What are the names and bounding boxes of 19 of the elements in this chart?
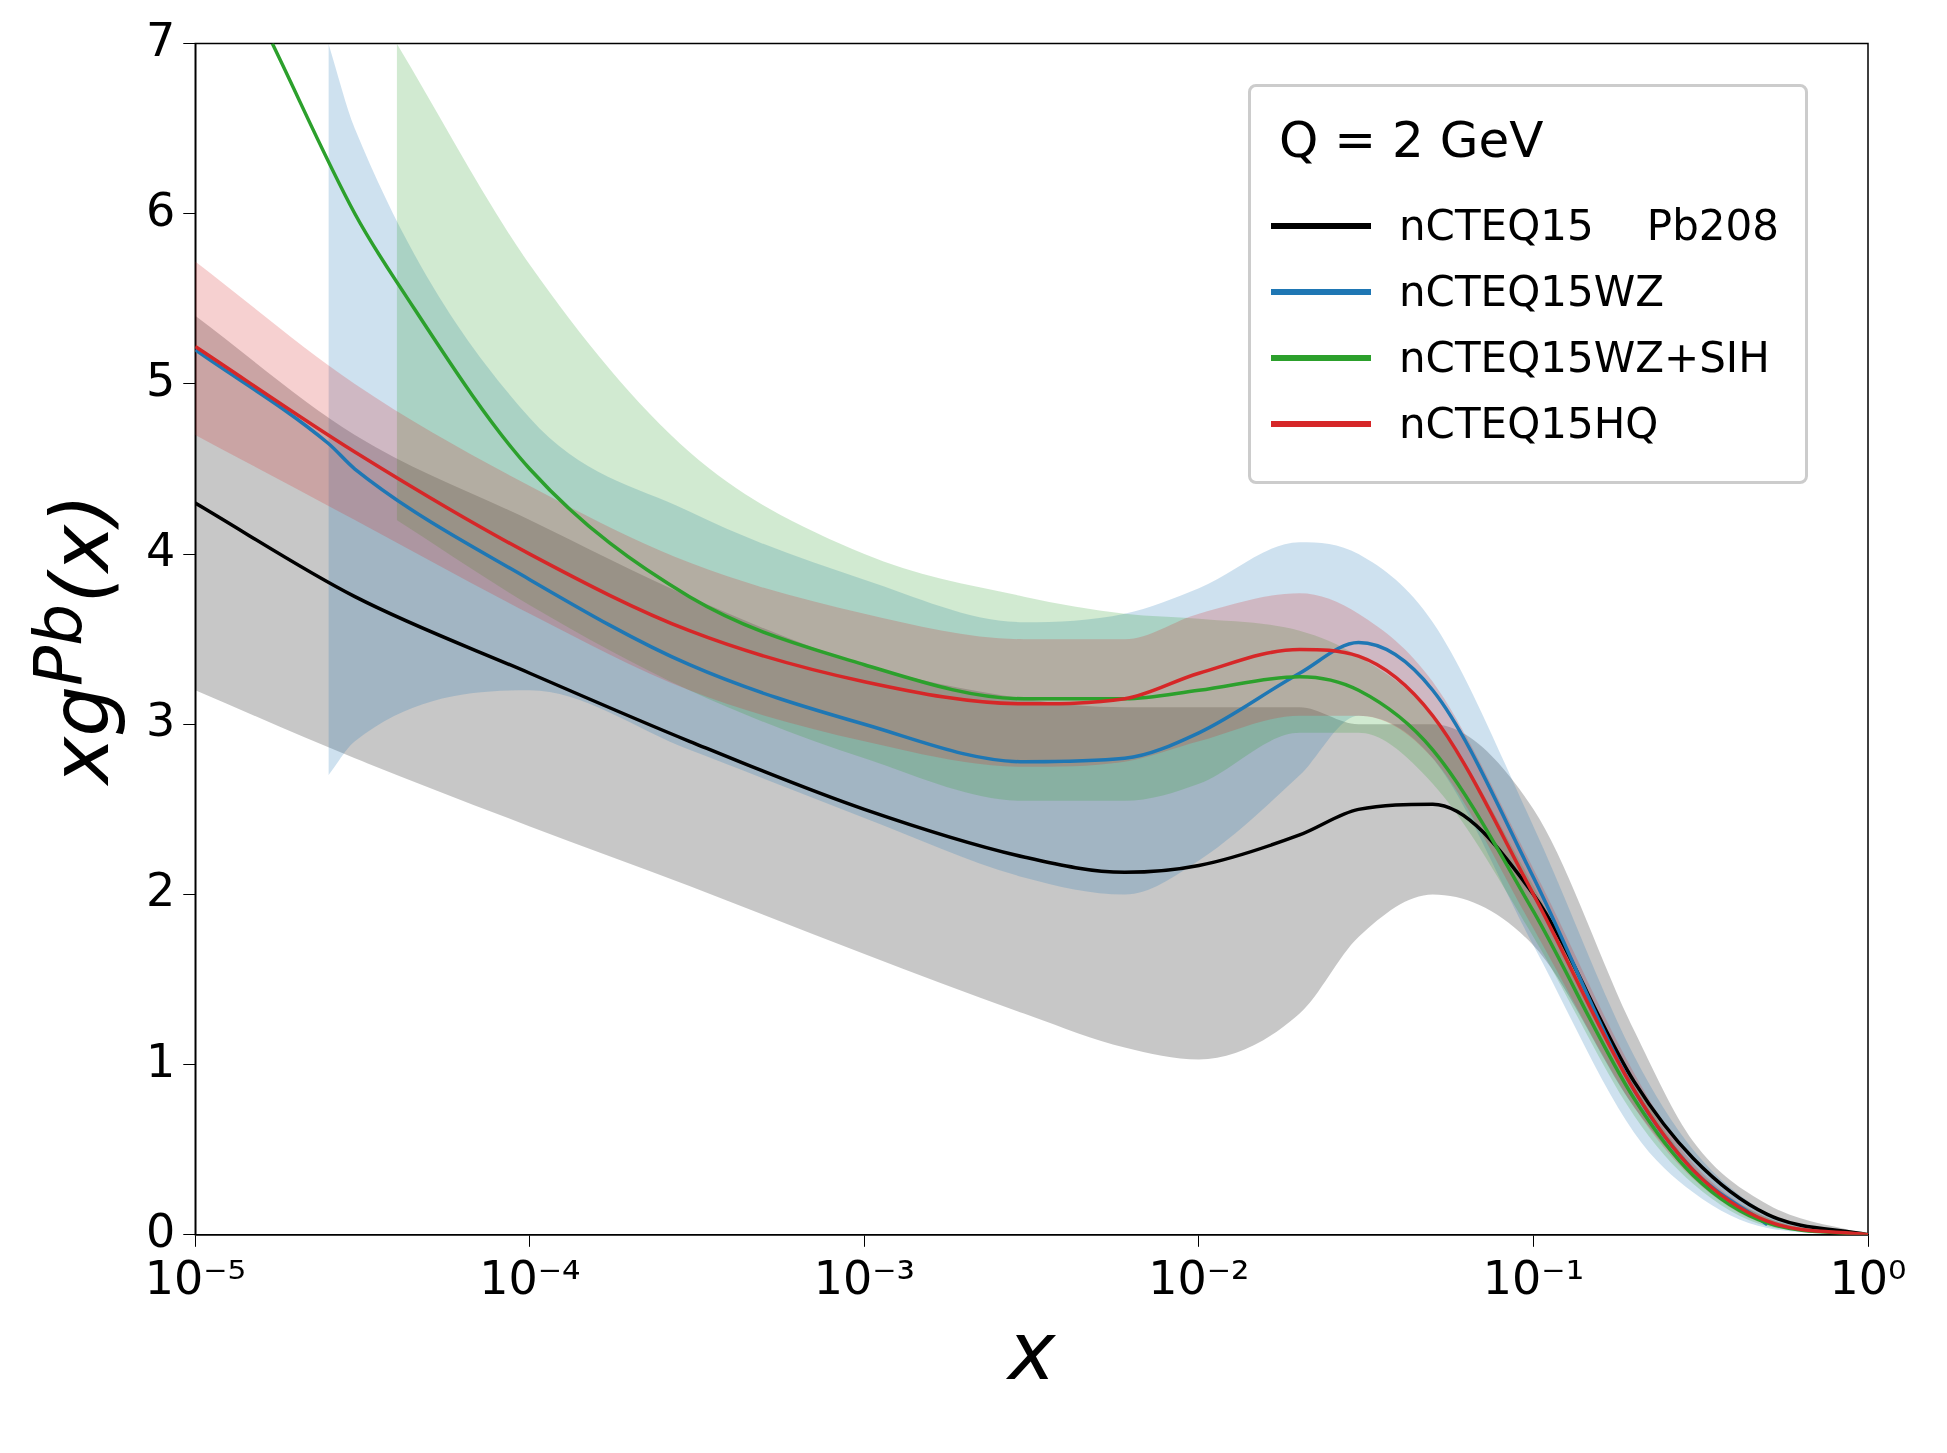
- y-tick-label: 1: [145, 1033, 176, 1088]
- y-tick-label: 5: [145, 352, 176, 407]
- y-tick-label: 7: [145, 12, 176, 67]
- y-tick-label: 3: [145, 693, 176, 748]
- x-axis-title: x: [1007, 1304, 1056, 1398]
- legend-label: nCTEQ15: [1399, 201, 1594, 251]
- annotation: Pb208: [1646, 201, 1779, 251]
- legend-label: nCTEQ15HQ: [1399, 399, 1659, 449]
- x-tick-label: 10⁰: [1829, 1251, 1907, 1306]
- legend-label: nCTEQ15WZ: [1399, 267, 1664, 317]
- legend-label: nCTEQ15WZ+SIH: [1399, 333, 1770, 383]
- x-tick-label: 10⁻²: [1148, 1251, 1250, 1306]
- y-tick-label: 6: [145, 182, 176, 237]
- x-tick-label: 10⁻³: [813, 1251, 915, 1306]
- y-tick-label: 2: [145, 863, 176, 918]
- x-tick-label: 10⁻¹: [1482, 1251, 1585, 1306]
- legend-title: Q = 2 GeV: [1279, 110, 1545, 169]
- y-tick-label: 4: [145, 523, 176, 578]
- x-tick-label: 10⁻⁴: [479, 1251, 581, 1306]
